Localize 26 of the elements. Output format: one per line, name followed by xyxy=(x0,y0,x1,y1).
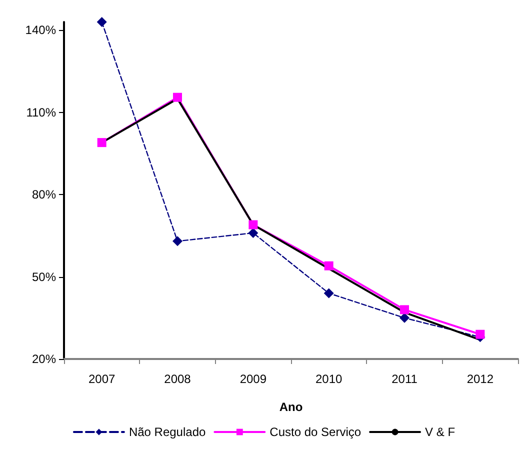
legend-label: Custo do Serviço xyxy=(270,425,362,439)
x-tick-label: 2012 xyxy=(466,372,494,386)
point xyxy=(248,220,258,230)
y-tick-label: 20% xyxy=(32,352,56,366)
point xyxy=(324,288,334,298)
y-tick-label: 140% xyxy=(25,23,56,38)
point xyxy=(400,312,410,323)
x-tick-label: 2007 xyxy=(88,372,116,386)
point xyxy=(96,17,107,27)
point xyxy=(248,228,258,238)
point xyxy=(324,261,334,270)
y-tick-label: 80% xyxy=(32,188,56,202)
x-axis-title: Ano xyxy=(279,400,303,414)
x-tick-label: 2011 xyxy=(392,372,418,386)
x-tick-label: 2009 xyxy=(240,372,267,386)
x-tick-label: 2010 xyxy=(315,372,343,386)
point xyxy=(172,236,182,246)
point xyxy=(476,330,485,339)
y-tick-label: 110% xyxy=(26,105,56,120)
point xyxy=(400,305,409,314)
legend-label: V & F xyxy=(425,425,456,439)
point xyxy=(173,92,182,102)
y-tick-label: 50% xyxy=(32,270,56,284)
legend-label: Não Regulado xyxy=(128,425,206,439)
x-tick-label: 2008 xyxy=(164,372,192,386)
point xyxy=(97,138,106,148)
